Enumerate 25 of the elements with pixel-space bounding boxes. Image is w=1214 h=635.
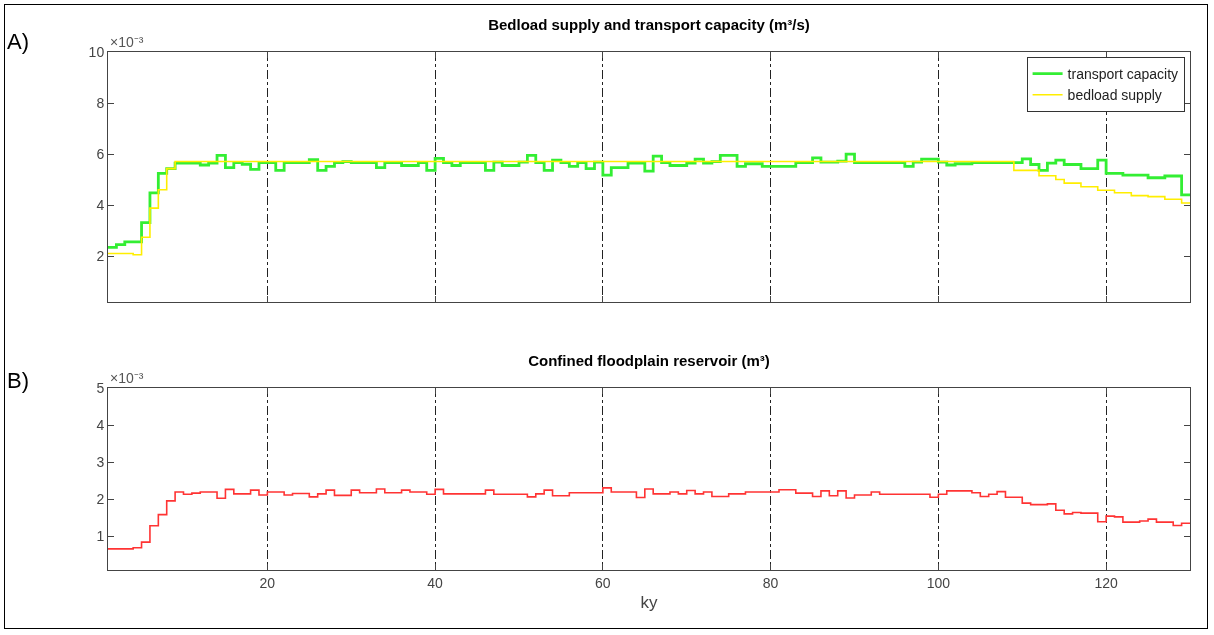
y-tick-label: 2 (96, 491, 105, 508)
x-tick-label: 40 (427, 574, 444, 591)
y-tick-label: 10 (88, 43, 105, 60)
x-tick-label: 100 (926, 574, 951, 591)
text: A) (7, 29, 29, 54)
text: ×10⁻³ (110, 34, 144, 50)
text: B) (7, 368, 29, 393)
y-tick-label: 4 (96, 196, 105, 213)
y-tick-label: 8 (96, 94, 105, 111)
y-tick-label: 1 (96, 528, 105, 545)
x-tick-label: 120 (1094, 574, 1119, 591)
y-tick-label: 6 (96, 145, 105, 162)
y-tick-label: 4 (96, 417, 105, 434)
x-tick-label: 60 (595, 574, 611, 591)
y-tick-label: 3 (96, 454, 105, 471)
x-tick-label: 80 (762, 574, 779, 591)
text: ×10⁻³ (110, 370, 144, 386)
chart-title: Bedload supply and transport capacity (m³/s) (488, 16, 810, 33)
x-tick-label: 20 (259, 574, 276, 591)
chart-title: Confined floodplain reservoir (m³) (528, 352, 770, 369)
x-axis-title: ky (640, 593, 658, 613)
y-tick-label: 5 (96, 379, 105, 396)
y-tick-label: 2 (96, 247, 105, 264)
legend-label: bedload supply (1067, 87, 1162, 104)
legend-label: transport capacity (1067, 66, 1179, 83)
